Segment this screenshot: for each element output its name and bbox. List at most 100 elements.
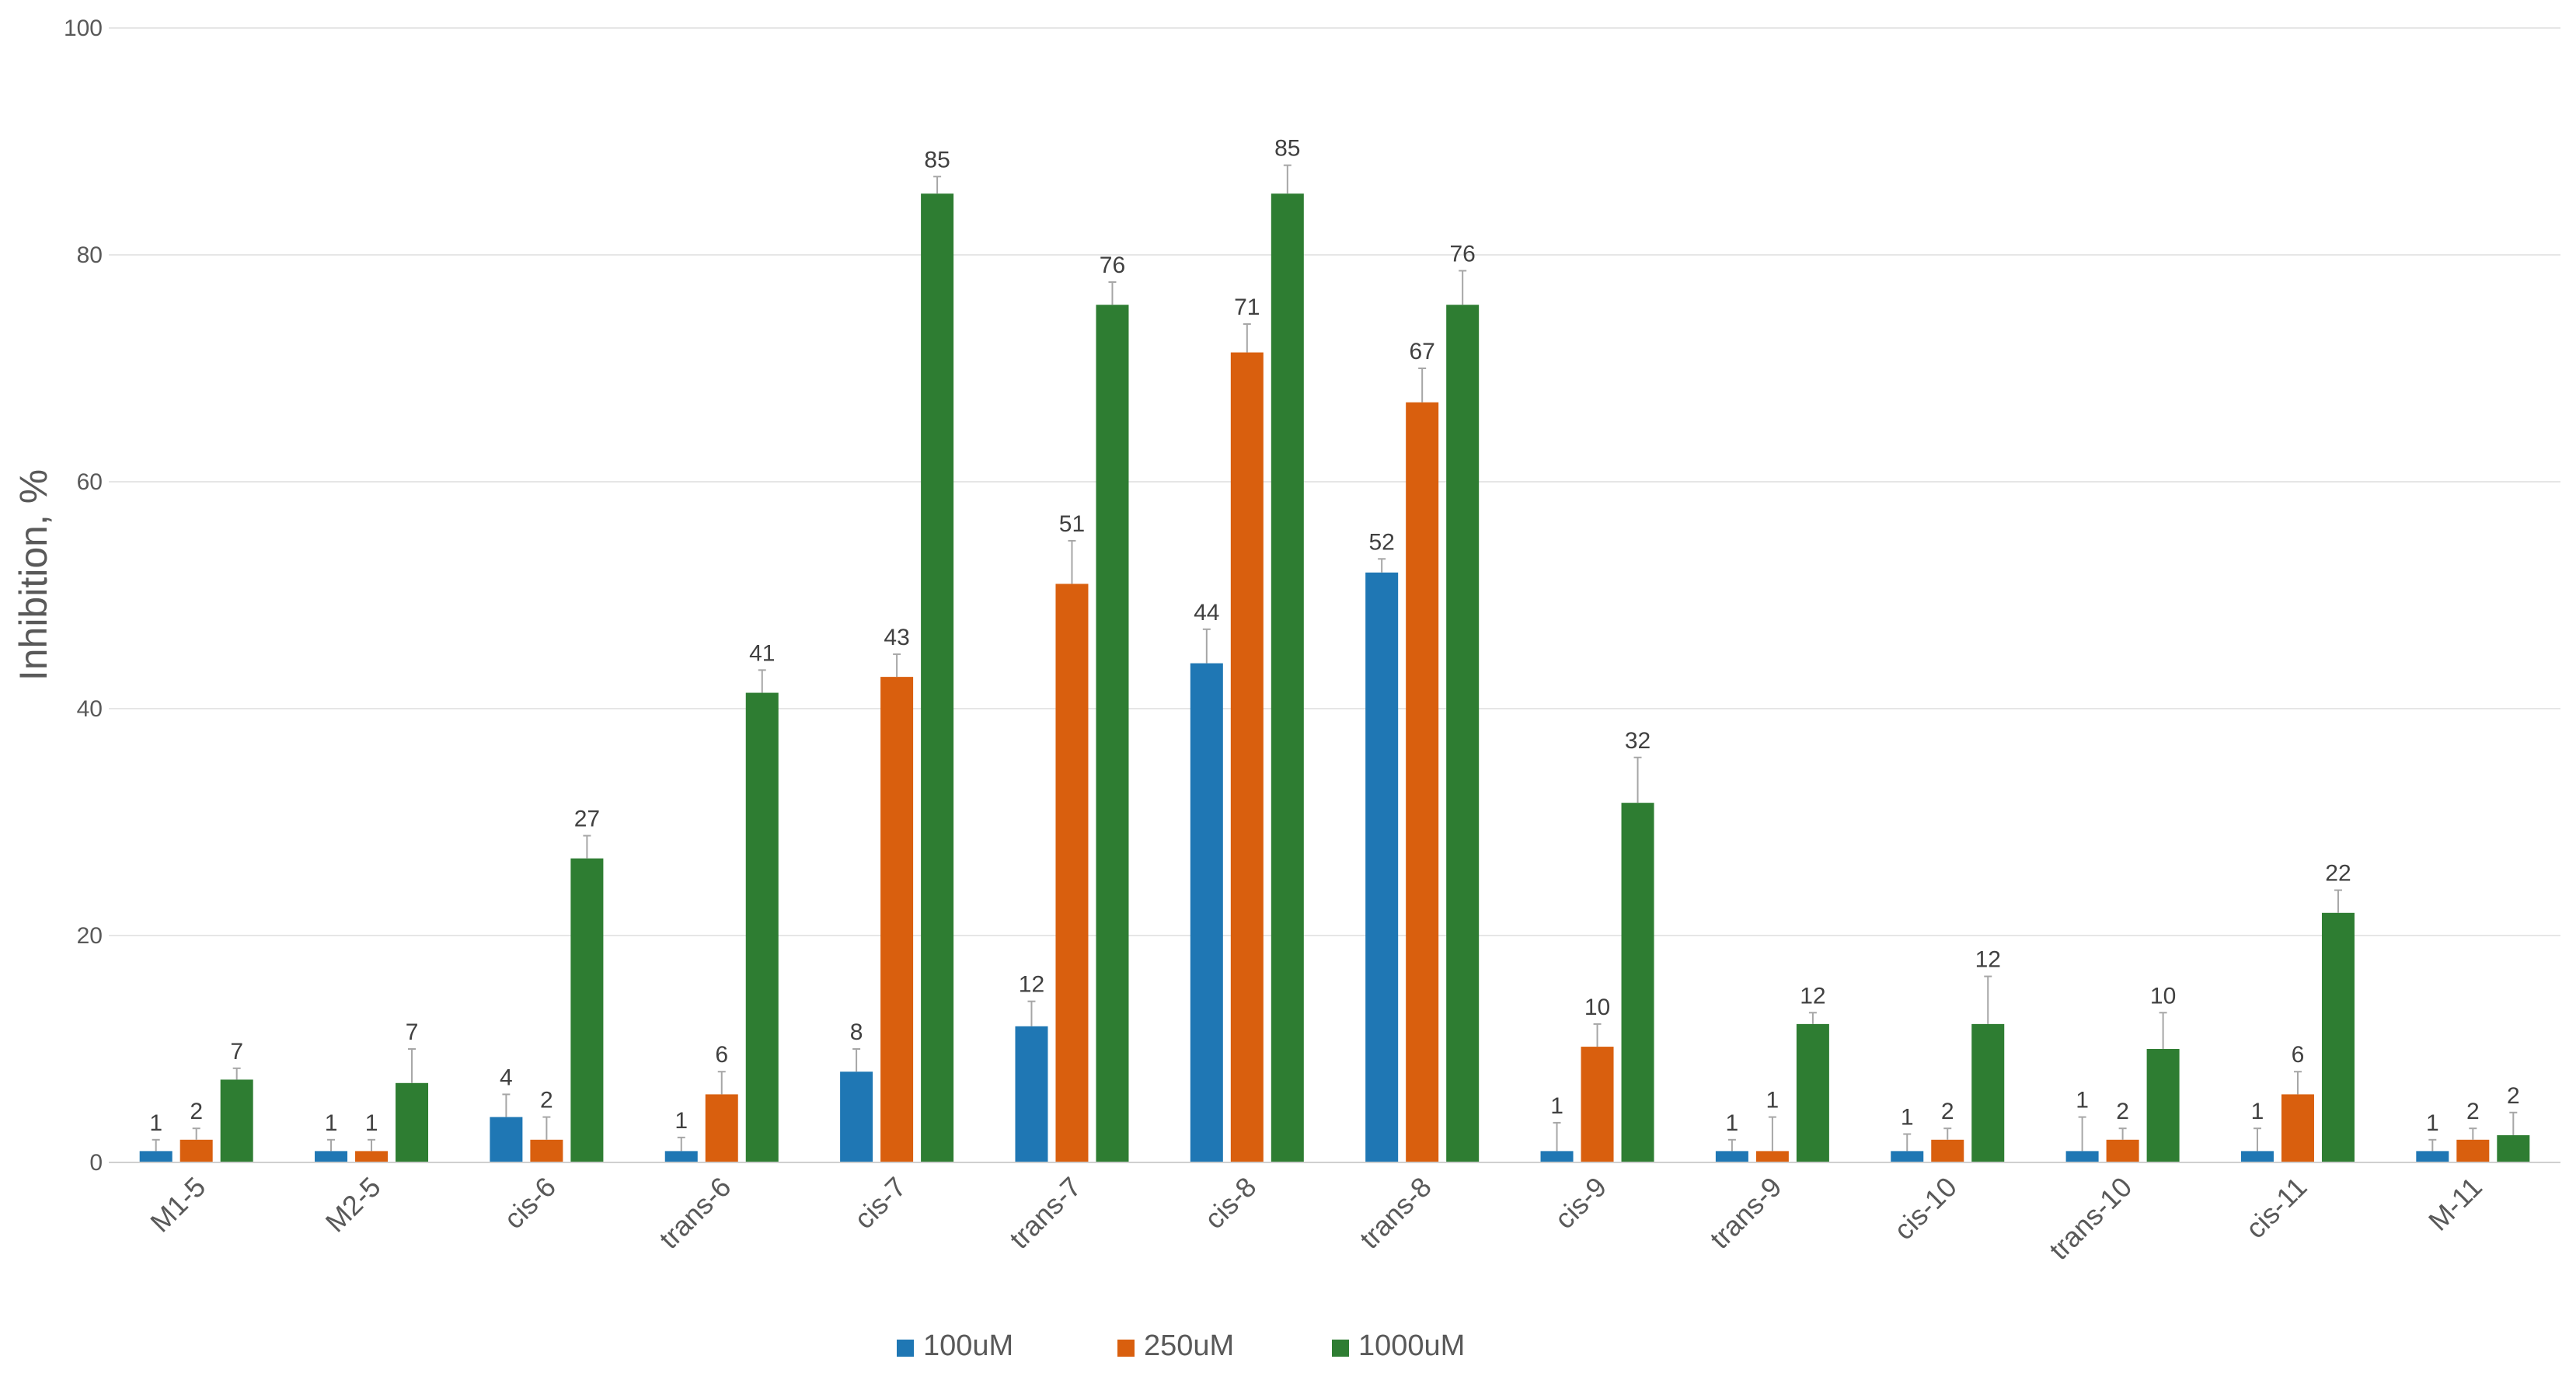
bar-1000uM-M-11 xyxy=(2497,1134,2530,1162)
bar-250uM-cis-11 xyxy=(2281,1094,2314,1162)
bar-250uM-cis-9 xyxy=(1581,1047,1614,1162)
bar-1000uM-trans-9 xyxy=(1796,1023,1829,1162)
legend: 100uM 250uM 1000uM xyxy=(897,1329,1465,1362)
bar-250uM-cis-10 xyxy=(1931,1139,1964,1162)
x-tick-label: trans-8 xyxy=(1354,1171,1438,1255)
gridlines xyxy=(109,27,2560,936)
x-tick-label: M1-5 xyxy=(144,1171,211,1239)
data-label: 12 xyxy=(1800,983,1825,1009)
x-tick-label: trans-7 xyxy=(1003,1171,1087,1255)
data-label: 76 xyxy=(1100,253,1125,278)
data-label: 44 xyxy=(1194,600,1219,626)
data-label: 1 xyxy=(325,1110,338,1136)
bar-1000uM-cis-11 xyxy=(2321,912,2355,1162)
legend-swatch-100uM xyxy=(897,1340,914,1357)
data-label: 1 xyxy=(2426,1110,2439,1136)
data-label: 1 xyxy=(2076,1088,2089,1113)
bar-100uM-trans-10 xyxy=(2065,1151,2099,1162)
data-label: 22 xyxy=(2325,861,2351,887)
data-label: 2 xyxy=(2507,1083,2520,1109)
bar-1000uM-cis-7 xyxy=(921,193,954,1162)
y-tick-label: 80 xyxy=(77,242,103,268)
bar-250uM-M2-5 xyxy=(355,1151,389,1162)
legend-swatch-250uM xyxy=(1117,1340,1135,1357)
bar-100uM-trans-8 xyxy=(1365,572,1399,1162)
data-label: 32 xyxy=(1625,728,1651,754)
bar-100uM-cis-11 xyxy=(2240,1151,2274,1162)
bar-1000uM-M2-5 xyxy=(396,1082,429,1162)
data-label: 52 xyxy=(1368,529,1394,555)
data-label: 41 xyxy=(749,640,775,666)
data-label: 85 xyxy=(924,147,950,172)
bar-100uM-cis-9 xyxy=(1540,1151,1574,1162)
data-label: 10 xyxy=(2150,983,2176,1009)
data-label: 7 xyxy=(406,1019,419,1045)
x-tick-label: trans-6 xyxy=(653,1171,737,1255)
bar-100uM-cis-8 xyxy=(1190,663,1223,1162)
x-tick-label: M-11 xyxy=(2422,1171,2488,1237)
bar-1000uM-trans-10 xyxy=(2146,1049,2180,1162)
legend-label: 250uM xyxy=(1144,1329,1234,1362)
legend-swatch-1000uM xyxy=(1332,1340,1349,1357)
bar-250uM-M1-5 xyxy=(180,1139,213,1162)
y-tick-label: 40 xyxy=(77,696,103,722)
data-label: 27 xyxy=(574,807,600,832)
bar-100uM-cis-7 xyxy=(840,1072,873,1162)
data-label: 85 xyxy=(1274,136,1300,162)
y-tick-label: 0 xyxy=(89,1150,103,1176)
data-label: 6 xyxy=(2292,1042,2305,1068)
data-labels: 1 271 174227164184385125176447185526776110… xyxy=(149,136,2519,1136)
data-label: 43 xyxy=(884,625,909,650)
bar-100uM-cis-6 xyxy=(490,1117,523,1162)
data-label: 12 xyxy=(1975,947,2001,973)
x-tick-label: cis-7 xyxy=(848,1171,912,1235)
data-label: 1 xyxy=(1901,1105,1914,1131)
data-label: 1 xyxy=(365,1110,378,1136)
x-tick-label: cis-6 xyxy=(497,1171,562,1235)
bar-100uM-M1-5 xyxy=(139,1151,173,1162)
bar-1000uM-trans-7 xyxy=(1096,305,1129,1162)
bar-250uM-trans-8 xyxy=(1406,402,1439,1162)
data-label: 1 xyxy=(675,1108,688,1134)
data-label: 76 xyxy=(1449,241,1475,267)
error-bars xyxy=(152,164,2518,1152)
bars xyxy=(139,193,2530,1162)
data-label: 6 xyxy=(715,1042,728,1068)
bar-100uM-trans-6 xyxy=(664,1151,698,1162)
bar-1000uM-M1-5 xyxy=(220,1079,253,1162)
y-tick-label: 60 xyxy=(77,469,103,495)
data-label: 2 xyxy=(190,1099,203,1124)
data-label: 1 xyxy=(149,1110,162,1136)
bar-100uM-cis-10 xyxy=(1891,1151,1924,1162)
data-label: 2 xyxy=(1941,1099,1954,1124)
legend-label: 1000uM xyxy=(1358,1329,1465,1362)
bar-1000uM-cis-10 xyxy=(1971,1023,2005,1162)
data-label: 10 xyxy=(1584,995,1610,1020)
x-tick-label: cis-11 xyxy=(2240,1171,2313,1245)
data-label: 71 xyxy=(1234,294,1260,320)
bar-100uM-trans-7 xyxy=(1015,1026,1048,1162)
data-label: 2 xyxy=(540,1088,553,1113)
x-tick-label: M2-5 xyxy=(319,1171,387,1239)
bar-250uM-trans-10 xyxy=(2106,1139,2139,1162)
data-label: 7 xyxy=(230,1039,243,1065)
data-label: 1 xyxy=(1726,1110,1739,1136)
bar-250uM-M-11 xyxy=(2456,1139,2490,1162)
legend-label: 100uM xyxy=(923,1329,1013,1362)
x-tick-label: cis-10 xyxy=(1888,1171,1963,1246)
bar-1000uM-cis-6 xyxy=(570,858,604,1162)
y-axis-title: Inhibition, % xyxy=(12,469,55,681)
bar-250uM-cis-8 xyxy=(1230,352,1264,1162)
x-tick-label: cis-9 xyxy=(1548,1171,1612,1235)
bar-1000uM-trans-6 xyxy=(745,692,779,1162)
bar-1000uM-cis-9 xyxy=(1621,803,1654,1162)
bar-1000uM-cis-8 xyxy=(1271,193,1304,1162)
x-tick-label: trans-10 xyxy=(2043,1171,2138,1266)
bar-250uM-trans-6 xyxy=(705,1094,738,1162)
data-label: 67 xyxy=(1409,339,1434,364)
data-label: 1 xyxy=(2251,1099,2264,1124)
y-tick-label: 20 xyxy=(77,923,103,949)
data-label: 51 xyxy=(1059,511,1085,537)
y-tick-label: 100 xyxy=(64,16,103,41)
data-label: 4 xyxy=(500,1065,513,1090)
